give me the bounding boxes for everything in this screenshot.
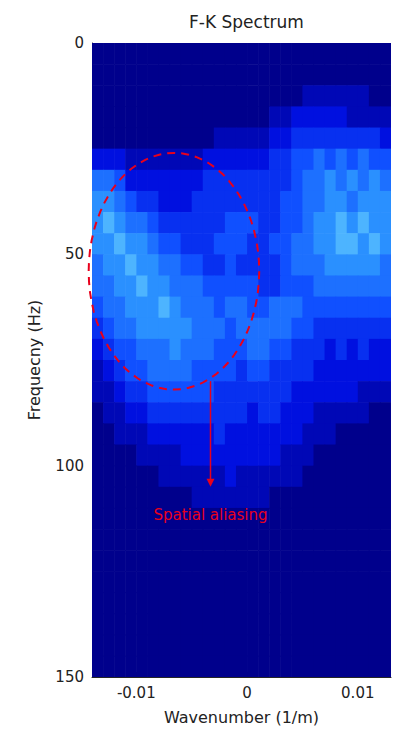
svg-text:0: 0 xyxy=(74,34,84,52)
svg-text:Spatial aliasing: Spatial aliasing xyxy=(153,506,267,524)
svg-text:150: 150 xyxy=(55,668,84,686)
svg-text:Wavenumber (1/m): Wavenumber (1/m) xyxy=(164,708,319,727)
svg-text:-0.01: -0.01 xyxy=(117,684,156,702)
svg-text:0: 0 xyxy=(242,684,252,702)
svg-text:0.01: 0.01 xyxy=(341,684,374,702)
svg-text:F-K Spectrum: F-K Spectrum xyxy=(189,12,304,32)
svg-text:50: 50 xyxy=(65,245,84,263)
svg-text:100: 100 xyxy=(55,457,84,475)
svg-text:Frequecny (Hz): Frequecny (Hz) xyxy=(25,300,44,421)
